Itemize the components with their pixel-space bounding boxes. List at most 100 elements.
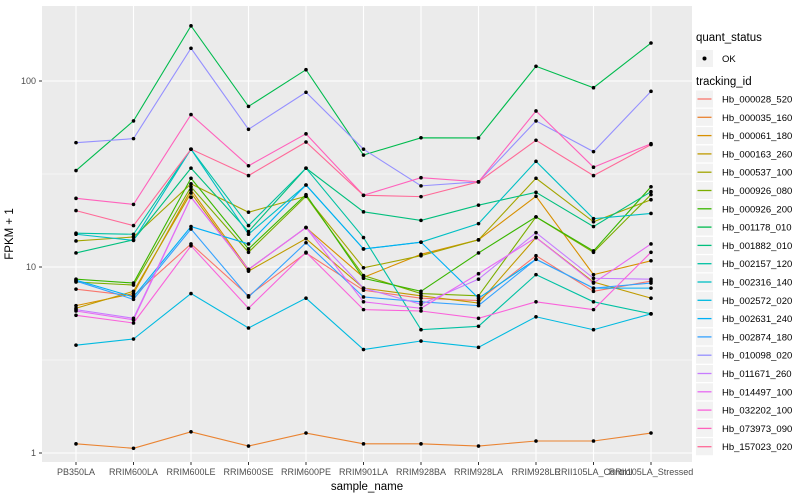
data-point xyxy=(361,247,366,251)
data-point xyxy=(534,190,538,195)
data-point xyxy=(74,140,78,145)
data-point xyxy=(361,153,366,157)
data-point xyxy=(476,203,481,207)
panel-background xyxy=(42,6,692,462)
legend-label-Hb_000061_180: Hb_000061_180 xyxy=(722,131,792,142)
data-point xyxy=(246,247,251,251)
legend-label-Hb_011671_260: Hb_011671_260 xyxy=(722,369,792,380)
data-point xyxy=(591,289,596,294)
x-tick-label: PB350LA xyxy=(57,467,95,477)
data-point xyxy=(649,192,653,197)
data-point xyxy=(74,442,78,446)
data-point xyxy=(476,221,481,226)
data-point xyxy=(534,257,538,262)
legend-label-Hb_000926_080: Hb_000926_080 xyxy=(722,186,792,197)
data-point xyxy=(534,253,538,258)
data-point xyxy=(189,291,193,296)
data-point xyxy=(649,211,653,216)
data-point xyxy=(304,296,308,300)
data-point xyxy=(419,339,423,343)
data-point xyxy=(74,168,78,173)
data-point xyxy=(246,326,251,330)
legend-label-Hb_010098_020: Hb_010098_020 xyxy=(722,351,792,362)
legend-label-Hb_000028_520: Hb_000028_520 xyxy=(722,95,792,106)
data-point xyxy=(304,140,308,144)
data-point xyxy=(361,273,366,278)
data-point xyxy=(361,193,366,198)
data-point xyxy=(361,299,366,304)
data-point xyxy=(74,287,78,291)
data-point xyxy=(419,194,423,199)
data-point xyxy=(476,277,481,281)
data-point xyxy=(74,208,78,213)
data-point xyxy=(476,180,481,184)
data-point xyxy=(419,184,423,188)
data-point xyxy=(131,202,136,207)
x-tick-label: RRIM928LA xyxy=(454,467,503,477)
data-point xyxy=(419,136,423,140)
data-point xyxy=(189,191,193,195)
data-point xyxy=(419,309,423,313)
data-point xyxy=(361,276,366,281)
data-point xyxy=(246,306,251,311)
y-tick-label: 1 xyxy=(31,448,36,458)
data-point xyxy=(591,149,596,154)
data-point xyxy=(534,235,538,240)
y-tick-label: 10 xyxy=(26,262,36,272)
legend-label-Hb_001178_010: Hb_001178_010 xyxy=(722,223,792,234)
legend-label-Hb_002874_180: Hb_002874_180 xyxy=(722,332,792,343)
data-point xyxy=(476,271,481,276)
data-point xyxy=(74,239,78,243)
data-point xyxy=(189,182,193,186)
data-point xyxy=(649,281,653,285)
x-tick-label: RRIM600LE xyxy=(166,467,215,477)
data-point xyxy=(649,258,653,263)
legend: quant_status OK tracking_id Hb_000028_52… xyxy=(696,32,792,456)
data-point xyxy=(131,238,136,243)
data-point xyxy=(591,286,596,290)
data-point xyxy=(419,299,423,304)
data-point xyxy=(476,303,481,308)
data-point xyxy=(591,85,596,90)
data-point xyxy=(591,272,596,277)
data-point xyxy=(74,303,78,308)
data-point xyxy=(189,188,193,192)
legend-label-Hb_002572_020: Hb_002572_020 xyxy=(722,296,792,307)
data-point xyxy=(649,286,653,290)
data-point xyxy=(131,337,136,341)
legend-label-Hb_032202_100: Hb_032202_100 xyxy=(722,406,792,417)
data-point xyxy=(189,430,193,434)
data-point xyxy=(476,296,481,300)
x-tick-label: RRIM901LA xyxy=(339,467,388,477)
legend-label-Hb_001882_010: Hb_001882_010 xyxy=(722,241,792,252)
data-point xyxy=(131,119,136,123)
data-point xyxy=(361,266,366,270)
data-point xyxy=(189,184,193,189)
data-point xyxy=(361,295,366,299)
x-tick-label: RRIM928LE xyxy=(511,467,560,477)
data-point xyxy=(304,240,308,245)
data-point xyxy=(74,343,78,347)
data-point xyxy=(131,446,136,451)
data-point xyxy=(246,242,251,246)
data-point xyxy=(246,444,251,448)
x-tick-label: RRII105LA_Control xyxy=(554,467,632,477)
y-axis-title: FPKM + 1 xyxy=(4,208,16,259)
data-point xyxy=(361,307,366,312)
data-point xyxy=(476,136,481,140)
data-point xyxy=(591,299,596,304)
data-point xyxy=(591,307,596,312)
data-point xyxy=(591,327,596,332)
data-point xyxy=(534,439,538,443)
data-point xyxy=(476,324,481,329)
data-point xyxy=(131,297,136,302)
data-point xyxy=(649,197,653,202)
data-point xyxy=(419,442,423,446)
legend-title-quant-status: quant_status xyxy=(696,32,762,44)
data-point xyxy=(649,431,653,435)
data-point xyxy=(591,165,596,170)
data-point xyxy=(304,183,308,187)
data-point xyxy=(246,229,251,234)
